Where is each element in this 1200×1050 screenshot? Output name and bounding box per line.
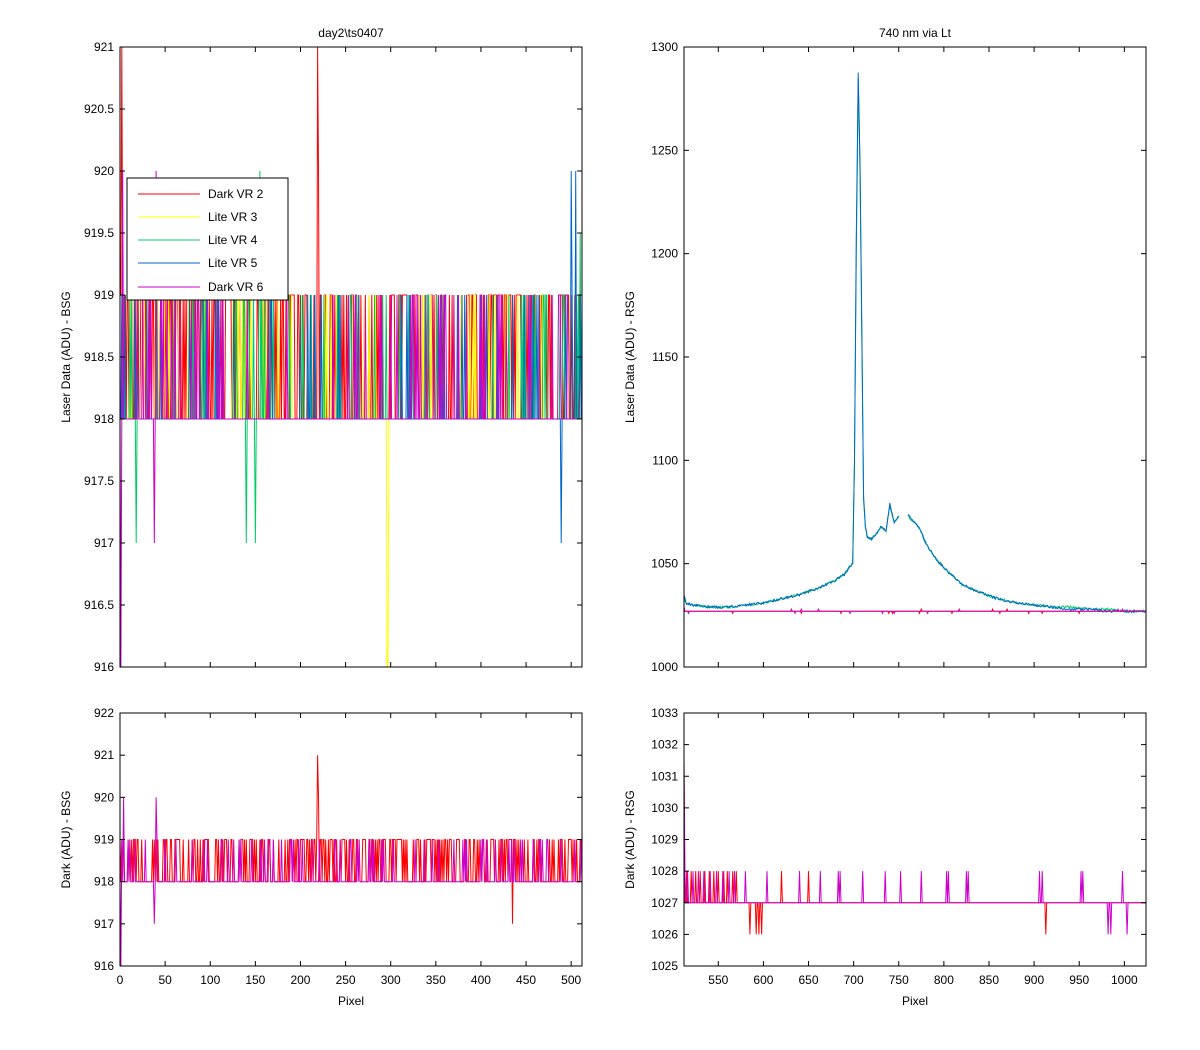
- x-tick-label: 400: [471, 973, 491, 987]
- y-tick-label: 919.5: [84, 226, 114, 240]
- y-tick-label: 919: [94, 288, 114, 302]
- y-tick-label: 1030: [651, 801, 678, 815]
- y-tick-label: 917: [94, 917, 114, 931]
- series-layer-rsg-dark: [684, 760, 1146, 935]
- y-tick-label: 1028: [651, 864, 678, 878]
- y-tick-label: 1050: [651, 557, 678, 571]
- y-tick-label: 921: [94, 748, 114, 762]
- x-tick-label: 800: [934, 973, 954, 987]
- legend-entry-lite-vr-3: Lite VR 3: [138, 210, 258, 224]
- y-axis-label-bsg-dark: Dark (ADU) - BSG: [59, 790, 73, 888]
- legend-label-dark-vr-2: Dark VR 2: [208, 187, 264, 201]
- y-axis-label-rsg-dark: Dark (ADU) - RSG: [623, 790, 637, 889]
- y-tick-label: 1025: [651, 959, 678, 973]
- x-tick-label: 950: [1069, 973, 1089, 987]
- y-axis-label-bsg-laser: Laser Data (ADU) - BSG: [59, 291, 73, 422]
- y-tick-label: 918.5: [84, 350, 114, 364]
- x-tick-label: 50: [158, 973, 172, 987]
- y-tick-label: 918: [94, 875, 114, 889]
- legend-label-lite-vr-4: Lite VR 4: [208, 233, 258, 247]
- y-tick-label: 1031: [651, 769, 678, 783]
- ticks-layer-rsg-dark: 550 600 650 700 750 800 850 900 950 1000 1025 1026 1…: [651, 706, 1146, 987]
- x-tick-label: 450: [516, 973, 536, 987]
- x-tick-label: 750: [889, 973, 909, 987]
- legend-box: [126, 177, 289, 301]
- ticks-layer-rsg-laser: 1000 1050 1100 1150 1200 1250 1300: [651, 40, 1146, 674]
- series-line-dark-vr-6: [684, 606, 1146, 615]
- y-tick-label: 922: [94, 706, 114, 720]
- ticks-layer-bsg-dark: 0 50 100 150 200 250 300 350 400 450 500 916 917 918 9…: [94, 706, 582, 987]
- series-line-dark-vr-2: [120, 755, 582, 924]
- panel-bsg-laser: 916 916.5 917 917.5 918 918.5 919 919.5 920 920.5…: [59, 26, 583, 674]
- y-tick-label: 920.5: [84, 102, 114, 116]
- x-tick-label: 200: [290, 973, 310, 987]
- x-tick-label: 150: [245, 973, 265, 987]
- legend-label-lite-vr-5: Lite VR 5: [208, 256, 258, 270]
- chart-title-bsg-laser: day2\ts0407: [318, 26, 384, 40]
- legend-entry-lite-vr-4: Lite VR 4: [138, 233, 258, 247]
- legend-entry-dark-vr-2: Dark VR 2: [138, 187, 264, 201]
- series-line-dark-vr-6: [120, 170, 582, 667]
- chart-title-rsg-laser: 740 nm via Lt: [879, 26, 952, 40]
- x-axis-label-rsg-dark: Pixel: [902, 994, 928, 1008]
- legend-label-dark-vr-6: Dark VR 6: [208, 280, 264, 294]
- y-tick-label: 917: [94, 536, 114, 550]
- panel-rsg-dark: 550 600 650 700 750 800 850 900 950 1000 1025 1026 1…: [623, 706, 1147, 1008]
- x-tick-label: 1000: [1111, 973, 1138, 987]
- y-tick-label: 1033: [651, 706, 678, 720]
- series-layer-bsg-dark: [120, 755, 582, 966]
- x-tick-label: 650: [799, 973, 819, 987]
- y-tick-label: 1300: [651, 40, 678, 54]
- x-tick-label: 250: [336, 973, 356, 987]
- series-line-lite-vr-5: [684, 72, 1146, 614]
- x-tick-label: 900: [1024, 973, 1044, 987]
- ticks-layer-bsg-laser: 916 916.5 917 917.5 918 918.5 919 919.5 920 920.5…: [84, 40, 582, 674]
- y-tick-label: 921: [94, 40, 114, 54]
- y-tick-label: 916: [94, 959, 114, 973]
- series-group: [684, 760, 1146, 935]
- x-tick-label: 700: [844, 973, 864, 987]
- y-tick-label: 1032: [651, 738, 678, 752]
- series-line-dark-vr-6: [120, 797, 582, 966]
- panel-bsg-dark: 0 50 100 150 200 250 300 350 400 450 500 916 917 918 9…: [59, 706, 583, 1008]
- series-group: [684, 72, 1146, 615]
- series-group: [120, 47, 582, 667]
- y-tick-label: 1029: [651, 833, 678, 847]
- series-layer-bsg-laser: [120, 47, 582, 667]
- x-axis-label-bsg-dark: Pixel: [338, 994, 364, 1008]
- x-tick-label: 350: [426, 973, 446, 987]
- x-tick-label: 850: [979, 973, 999, 987]
- series-layer-rsg-laser: [684, 72, 1146, 615]
- x-tick-label: 500: [561, 973, 581, 987]
- x-tick-label: 0: [117, 973, 124, 987]
- legend: Dark VR 2 Lite VR 3 Lite VR 4 Lite VR 5 …: [126, 177, 289, 301]
- y-tick-label: 1000: [651, 660, 678, 674]
- y-tick-label: 916: [94, 660, 114, 674]
- y-tick-label: 1100: [652, 453, 678, 467]
- y-tick-label: 918: [94, 412, 114, 426]
- x-tick-label: 100: [200, 973, 220, 987]
- y-tick-label: 1027: [651, 896, 678, 910]
- panel-rsg-laser: 1000 1050 1100 1150 1200 1250 1300 740 nm via …: [623, 26, 1147, 674]
- series-group: [120, 755, 582, 966]
- legend-entry-dark-vr-6: Dark VR 6: [138, 280, 264, 294]
- legend-entry-lite-vr-5: Lite VR 5: [138, 256, 258, 270]
- series-line-dark-vr-6: [684, 760, 1146, 935]
- y-tick-label: 920: [94, 164, 114, 178]
- x-tick-label: 300: [381, 973, 401, 987]
- y-tick-label: 1250: [651, 143, 678, 157]
- y-tick-label: 1200: [651, 247, 678, 261]
- y-tick-label: 916.5: [84, 598, 114, 612]
- y-tick-label: 919: [94, 833, 114, 847]
- x-tick-label: 600: [753, 973, 773, 987]
- legend-label-lite-vr-3: Lite VR 3: [208, 210, 258, 224]
- y-axis-label-rsg-laser: Laser Data (ADU) - RSG: [623, 291, 637, 423]
- x-tick-label: 550: [708, 973, 728, 987]
- y-tick-label: 1150: [652, 350, 678, 364]
- y-tick-label: 920: [94, 790, 114, 804]
- y-tick-label: 917.5: [84, 474, 114, 488]
- y-tick-label: 1026: [651, 927, 678, 941]
